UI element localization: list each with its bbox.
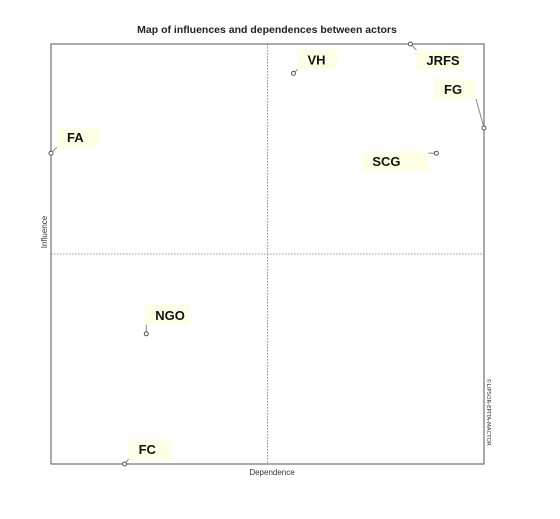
- points-layer: JRFS VH FG FA SCG NGO FC: [48, 41, 487, 467]
- data-point-vh: [290, 70, 296, 76]
- data-label-fa: FA: [67, 130, 84, 145]
- data-label-scg: SCG: [372, 154, 400, 169]
- chart-title: Map of influences and dependences betwee…: [137, 24, 397, 36]
- data-label-fg: FG: [444, 82, 462, 97]
- software-credit: ©LIPSOR-EPITA-MACTOR: [485, 378, 492, 446]
- data-label-jrfs: JRFS: [426, 53, 460, 68]
- x-axis-label: Dependence: [249, 468, 295, 477]
- data-point-jrfs: [407, 41, 413, 47]
- data-point-ngo: [143, 331, 149, 337]
- point-label-box-jrfs: [416, 50, 463, 70]
- data-label-vh: VH: [307, 52, 325, 67]
- point-label-box-fa: [57, 127, 99, 148]
- point-label-box-scg: [362, 151, 429, 172]
- data-label-ngo: NGO: [155, 308, 185, 323]
- data-point-fc: [122, 461, 128, 467]
- data-label-fc: FC: [139, 442, 157, 457]
- data-point-fa: [48, 150, 54, 156]
- data-point-scg: [433, 150, 439, 156]
- point-label-box-fg: [434, 79, 476, 99]
- point-label-box-ngo: [145, 304, 190, 325]
- point-leader-fg: [475, 98, 485, 129]
- data-point-fg: [481, 125, 487, 131]
- y-axis-label: Influence: [40, 215, 49, 248]
- point-label-box-fc: [128, 439, 171, 459]
- point-label-box-vh: [297, 49, 338, 70]
